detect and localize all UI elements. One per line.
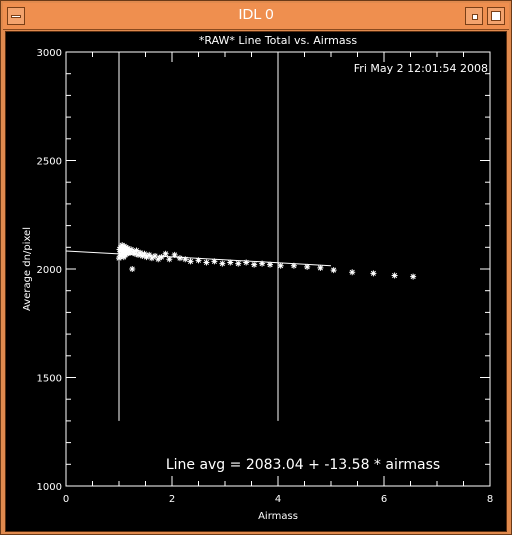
data-point xyxy=(116,246,123,253)
data-point xyxy=(155,256,162,263)
axis-ticks: 0 2 4 6 8 1000 1500 2000 2500 3000 xyxy=(37,48,494,505)
timestamp: Fri May 2 12:01:54 2008 xyxy=(354,62,488,75)
data-point xyxy=(410,273,417,280)
data-point xyxy=(119,242,126,249)
data-point xyxy=(127,249,134,256)
data-point xyxy=(243,259,250,266)
data-point xyxy=(370,270,377,277)
data-point xyxy=(152,252,159,259)
data-point xyxy=(129,266,136,272)
x-tick-label: 4 xyxy=(275,494,281,505)
data-point xyxy=(290,262,297,269)
window-menu-icon xyxy=(11,15,21,18)
window-title: IDL 0 xyxy=(238,6,274,23)
data-point xyxy=(146,251,153,258)
data-point xyxy=(162,250,169,257)
y-tick-label: 2000 xyxy=(37,265,62,276)
y-axis-label: Average dn/pixel xyxy=(22,227,33,311)
data-points xyxy=(116,242,417,280)
reference-lines xyxy=(118,52,279,421)
data-point xyxy=(304,263,311,270)
data-point xyxy=(120,245,127,252)
data-point xyxy=(187,258,194,265)
data-point xyxy=(118,252,125,259)
maximize-icon xyxy=(491,11,501,21)
data-point xyxy=(119,249,126,256)
data-point xyxy=(277,262,284,269)
airmass-scatter-plot: *RAW* Line Total vs. Airmass Fri May 2 1… xyxy=(22,34,494,522)
minimize-button[interactable] xyxy=(465,7,483,25)
data-point xyxy=(219,260,226,267)
data-point xyxy=(143,254,150,261)
data-point xyxy=(141,250,148,257)
data-point xyxy=(330,267,337,274)
fit-annotation: Line avg = 2083.04 + -13.58 * airmass xyxy=(166,457,440,473)
maximize-button[interactable] xyxy=(487,7,505,25)
data-point xyxy=(349,269,356,276)
y-tick-label: 3000 xyxy=(37,48,62,59)
data-point xyxy=(251,261,258,268)
x-axis-label: Airmass xyxy=(258,511,298,522)
data-point xyxy=(203,259,210,266)
x-tick-label: 8 xyxy=(487,494,493,505)
data-point xyxy=(317,264,324,271)
data-point xyxy=(137,249,144,256)
data-point xyxy=(133,247,140,254)
chart-title: *RAW* Line Total vs. Airmass xyxy=(199,34,357,47)
data-point xyxy=(171,251,178,258)
x-tick-label: 2 xyxy=(169,494,175,505)
plot-area: *RAW* Line Total vs. Airmass Fri May 2 1… xyxy=(5,31,507,532)
data-point xyxy=(148,255,155,262)
data-point xyxy=(211,258,218,265)
data-point xyxy=(267,261,274,268)
data-point xyxy=(235,260,242,267)
data-point xyxy=(117,250,124,257)
data-point xyxy=(259,260,266,267)
minimize-icon xyxy=(472,14,478,20)
data-point xyxy=(158,254,165,261)
data-point xyxy=(125,245,132,252)
data-point xyxy=(227,259,234,266)
y-tick-label: 1500 xyxy=(37,374,62,385)
title-bar[interactable]: IDL 0 xyxy=(3,3,509,30)
data-point xyxy=(123,250,130,257)
data-point xyxy=(391,272,398,279)
data-point xyxy=(176,255,183,262)
data-point xyxy=(195,257,202,264)
data-point xyxy=(126,247,133,254)
x-tick-label: 0 xyxy=(63,494,69,505)
x-tick-label: 6 xyxy=(381,494,387,505)
data-point xyxy=(166,256,173,263)
data-point xyxy=(122,244,129,251)
data-point xyxy=(131,250,138,257)
y-tick-label: 2500 xyxy=(37,157,62,168)
data-point xyxy=(182,256,189,263)
window-menu-button[interactable] xyxy=(7,7,25,25)
y-tick-label: 1000 xyxy=(37,482,62,493)
